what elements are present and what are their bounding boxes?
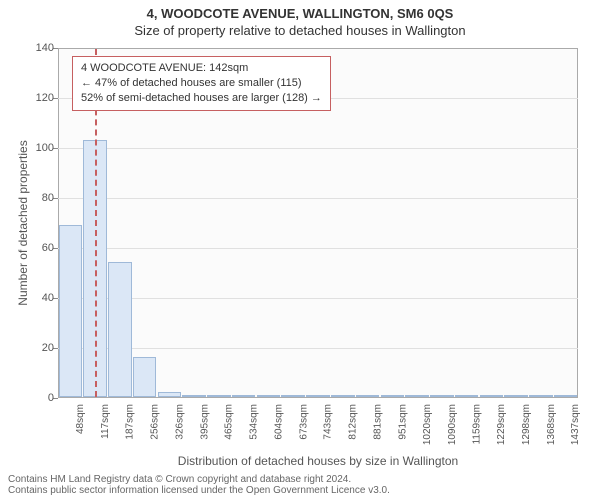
histogram-bar (257, 395, 281, 397)
histogram-bar (381, 395, 405, 397)
xtick-label: 534sqm (249, 404, 260, 440)
footer-line: Contains public sector information licen… (8, 485, 390, 496)
histogram-bar (356, 395, 380, 397)
xtick-label: 326sqm (174, 404, 185, 440)
ytick-label: 20 (24, 342, 54, 354)
page-title: 4, WOODCOTE AVENUE, WALLINGTON, SM6 0QS (0, 0, 600, 21)
xtick-label: 1368sqm (546, 404, 557, 445)
xtick-label: 673sqm (298, 404, 309, 440)
xtick-label: 1229sqm (496, 404, 507, 445)
histogram-bar (306, 395, 330, 397)
xtick-label: 256sqm (150, 404, 161, 440)
ytick-label: 60 (24, 242, 54, 254)
histogram-bar (59, 225, 83, 398)
ytick-label: 120 (24, 92, 54, 104)
xtick-label: 743sqm (323, 404, 334, 440)
ytick-label: 0 (24, 392, 54, 404)
histogram-bar (207, 395, 231, 397)
footer-line: Contains HM Land Registry data © Crown c… (8, 474, 390, 485)
histogram-bar (281, 395, 305, 397)
gridline (58, 298, 578, 299)
gridline (58, 348, 578, 349)
histogram-bar (455, 395, 479, 397)
histogram-bar (158, 392, 182, 397)
xtick-label: 951sqm (397, 404, 408, 440)
histogram-bar (405, 395, 429, 397)
ytick-label: 40 (24, 292, 54, 304)
histogram-bar (182, 395, 206, 398)
xtick-label: 1159sqm (472, 404, 483, 444)
ytick-label: 100 (24, 142, 54, 154)
histogram-bar (331, 395, 355, 397)
ytick-label: 80 (24, 192, 54, 204)
chart-container: 4, WOODCOTE AVENUE, WALLINGTON, SM6 0QS … (0, 0, 600, 500)
histogram-bar (480, 395, 504, 397)
footer-attribution: Contains HM Land Registry data © Crown c… (8, 474, 390, 496)
xtick-label: 812sqm (348, 404, 359, 440)
histogram-bar (554, 395, 578, 397)
gridline (58, 248, 578, 249)
xtick-label: 1298sqm (521, 404, 532, 445)
xtick-label: 1090sqm (447, 404, 458, 445)
gridline (58, 148, 578, 149)
xtick-label: 881sqm (373, 404, 384, 440)
histogram-bar (108, 262, 132, 397)
histogram-bar (133, 357, 157, 397)
xtick-label: 395sqm (199, 404, 210, 440)
annotation-line: ← 47% of detached houses are smaller (11… (81, 76, 322, 91)
annotation-line: 52% of semi-detached houses are larger (… (81, 91, 322, 106)
xtick-label: 48sqm (75, 404, 86, 434)
xtick-label: 604sqm (273, 404, 284, 440)
gridline (58, 198, 578, 199)
xtick-label: 187sqm (125, 404, 136, 440)
xtick-label: 117sqm (100, 404, 111, 439)
xtick-label: 1020sqm (422, 404, 433, 445)
xtick-label: 1437sqm (571, 404, 582, 445)
ytick-label: 140 (24, 42, 54, 54)
histogram-bar (430, 395, 454, 397)
annotation-line: 4 WOODCOTE AVENUE: 142sqm (81, 61, 322, 76)
xtick-label: 465sqm (224, 404, 235, 440)
x-axis-label: Distribution of detached houses by size … (58, 454, 578, 468)
annotation-box: 4 WOODCOTE AVENUE: 142sqm ← 47% of detac… (72, 56, 331, 111)
page-subtitle: Size of property relative to detached ho… (0, 21, 600, 38)
plot-area: 48sqm117sqm187sqm256sqm326sqm395sqm465sq… (58, 48, 578, 398)
histogram-bar (529, 395, 553, 398)
histogram-bar (504, 395, 528, 397)
histogram-bar (232, 395, 256, 397)
